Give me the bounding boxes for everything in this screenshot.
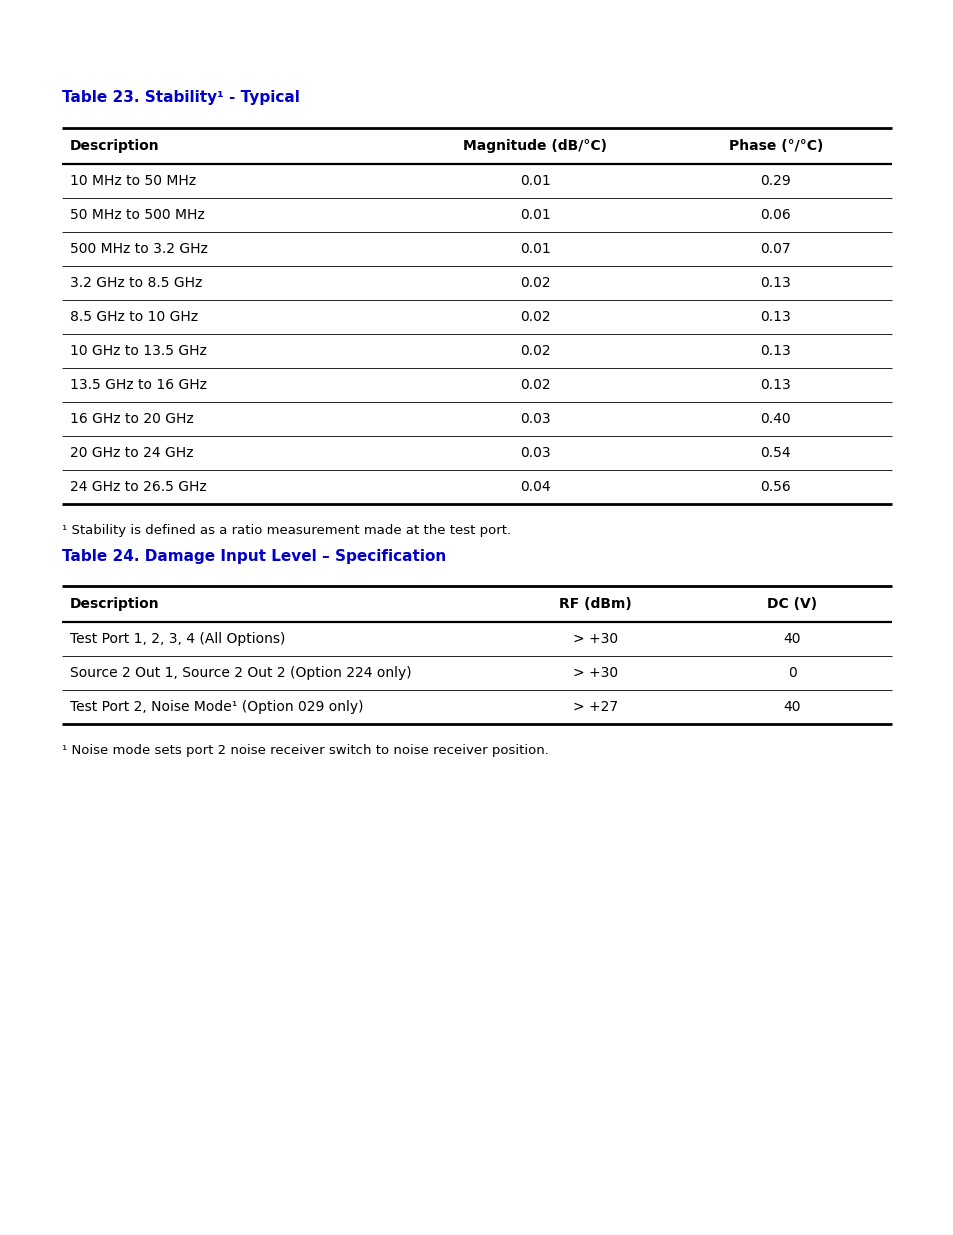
Text: ¹ Noise mode sets port 2 noise receiver switch to noise receiver position.: ¹ Noise mode sets port 2 noise receiver … (62, 743, 548, 757)
Text: Phase (°/°C): Phase (°/°C) (728, 140, 822, 153)
Text: Magnitude (dB/°C): Magnitude (dB/°C) (462, 140, 606, 153)
Text: 0.13: 0.13 (760, 378, 790, 391)
Text: > +30: > +30 (572, 666, 618, 680)
Text: Test Port 2, Noise Mode¹ (Option 029 only): Test Port 2, Noise Mode¹ (Option 029 onl… (70, 700, 363, 714)
Text: Test Port 1, 2, 3, 4 (All Options): Test Port 1, 2, 3, 4 (All Options) (70, 632, 285, 646)
Text: 0.02: 0.02 (519, 378, 550, 391)
Text: 0.03: 0.03 (519, 446, 550, 459)
Text: 0.40: 0.40 (760, 412, 790, 426)
Text: 10 MHz to 50 MHz: 10 MHz to 50 MHz (70, 174, 196, 188)
Text: 0: 0 (787, 666, 796, 680)
Text: 0.13: 0.13 (760, 345, 790, 358)
Text: 50 MHz to 500 MHz: 50 MHz to 500 MHz (70, 207, 205, 222)
Text: 24 GHz to 26.5 GHz: 24 GHz to 26.5 GHz (70, 480, 207, 494)
Text: 0.29: 0.29 (760, 174, 790, 188)
Text: 0.06: 0.06 (760, 207, 790, 222)
Text: 0.02: 0.02 (519, 345, 550, 358)
Text: 0.03: 0.03 (519, 412, 550, 426)
Text: Description: Description (70, 597, 159, 611)
Text: 0.13: 0.13 (760, 310, 790, 324)
Text: 0.07: 0.07 (760, 242, 790, 256)
Text: 0.02: 0.02 (519, 275, 550, 290)
Text: > +27: > +27 (572, 700, 618, 714)
Text: 0.01: 0.01 (519, 207, 550, 222)
Text: 16 GHz to 20 GHz: 16 GHz to 20 GHz (70, 412, 193, 426)
Text: 500 MHz to 3.2 GHz: 500 MHz to 3.2 GHz (70, 242, 208, 256)
Text: > +30: > +30 (572, 632, 618, 646)
Text: Table 24. Damage Input Level – Specification: Table 24. Damage Input Level – Specifica… (62, 550, 446, 564)
Text: 40: 40 (782, 700, 801, 714)
Text: Description: Description (70, 140, 159, 153)
Text: 0.54: 0.54 (760, 446, 790, 459)
Text: 20 GHz to 24 GHz: 20 GHz to 24 GHz (70, 446, 193, 459)
Text: 10 GHz to 13.5 GHz: 10 GHz to 13.5 GHz (70, 345, 207, 358)
Text: Table 23. Stability¹ - Typical: Table 23. Stability¹ - Typical (62, 90, 299, 105)
Text: 40: 40 (782, 632, 801, 646)
Text: 0.13: 0.13 (760, 275, 790, 290)
Text: Source 2 Out 1, Source 2 Out 2 (Option 224 only): Source 2 Out 1, Source 2 Out 2 (Option 2… (70, 666, 411, 680)
Text: RF (dBm): RF (dBm) (558, 597, 631, 611)
Text: 8.5 GHz to 10 GHz: 8.5 GHz to 10 GHz (70, 310, 198, 324)
Text: 0.01: 0.01 (519, 174, 550, 188)
Text: 0.01: 0.01 (519, 242, 550, 256)
Text: 3.2 GHz to 8.5 GHz: 3.2 GHz to 8.5 GHz (70, 275, 202, 290)
Text: 13.5 GHz to 16 GHz: 13.5 GHz to 16 GHz (70, 378, 207, 391)
Text: ¹ Stability is defined as a ratio measurement made at the test port.: ¹ Stability is defined as a ratio measur… (62, 524, 511, 537)
Text: 0.56: 0.56 (760, 480, 790, 494)
Text: DC (V): DC (V) (766, 597, 817, 611)
Text: 0.04: 0.04 (519, 480, 550, 494)
Text: 0.02: 0.02 (519, 310, 550, 324)
